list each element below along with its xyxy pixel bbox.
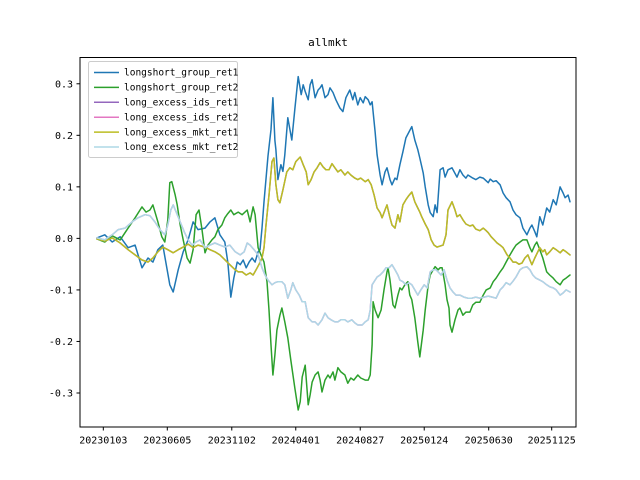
x-axis-tick-label: 20240827 xyxy=(336,436,384,447)
legend-label: longshort_group_ret1 xyxy=(124,68,239,79)
y-axis-tick-label: 0.0 xyxy=(55,234,73,245)
x-axis-tick-label: 20230605 xyxy=(143,436,191,447)
legend-item: long_excess_ids_ret1 xyxy=(94,98,239,109)
y-axis-tick-label: -0.2 xyxy=(49,337,73,348)
x-axis-tick-label: 20250124 xyxy=(400,436,448,447)
legend-label: longshort_group_ret2 xyxy=(124,83,238,94)
legend-item: long_excess_mkt_ret2 xyxy=(94,142,238,153)
legend-item: longshort_group_ret1 xyxy=(94,68,239,79)
legend: longshort_group_ret1 longshort_group_ret2… xyxy=(88,61,239,158)
chart-title: allmkt xyxy=(308,36,348,49)
y-axis-tick-label: -0.3 xyxy=(49,388,73,399)
x-axis-tick-label: 20231102 xyxy=(208,436,256,447)
x-axis-tick-label: 20240401 xyxy=(272,436,320,447)
legend-label: long_excess_ids_ret1 xyxy=(124,98,239,109)
plot-border xyxy=(79,57,577,428)
legend-frame xyxy=(88,61,238,158)
x-axis-tick-label: 20230103 xyxy=(79,436,127,447)
series-line-longshort_group_ret2 xyxy=(96,180,571,411)
legend-label: long_excess_mkt_ret1 xyxy=(124,127,239,138)
series-line-long_excess_mkt_ret1 xyxy=(96,156,571,276)
series-line-longshort_group_ret1 xyxy=(96,75,571,298)
y-axis-tick-label: 0.2 xyxy=(55,131,73,142)
y-axis-tick-label: -0.1 xyxy=(49,285,73,296)
y-axis-tick-label: 0.3 xyxy=(55,79,73,90)
legend-item: long_excess_ids_ret2 xyxy=(94,112,238,123)
legend-item: longshort_group_ret2 xyxy=(94,83,238,94)
y-axis-tick-label: 0.1 xyxy=(55,182,73,193)
x-axis-tick-label: 20251125 xyxy=(528,436,576,447)
x-axis-tick-label: 20250630 xyxy=(465,436,513,447)
legend-item: long_excess_mkt_ret1 xyxy=(94,127,239,138)
y-axis: 0.3 0.2 0.1 0.0 -0.1 -0.2 -0.3 xyxy=(49,79,80,399)
series-line-long_excess_mkt_ret2 xyxy=(96,204,571,326)
x-axis: 20230103 20230605 20231102 20240401 20240827… xyxy=(79,427,576,447)
legend-label: long_excess_ids_ret2 xyxy=(124,112,238,123)
legend-label: long_excess_mkt_ret2 xyxy=(124,142,238,153)
series-lines xyxy=(96,75,571,411)
